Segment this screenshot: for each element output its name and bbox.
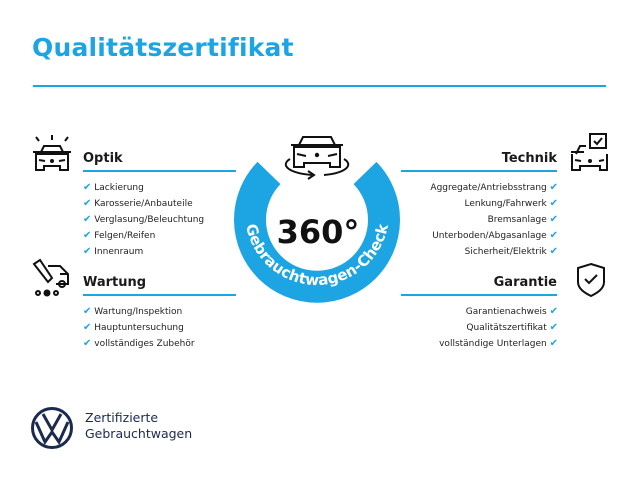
list-item: Garantienachweis ✔ [465, 306, 558, 317]
check-icon: ✔ [83, 322, 92, 333]
list-item: ✔ Hauptuntersuchung [83, 322, 184, 333]
list-item: ✔ Wartung/Inspektion [83, 306, 183, 317]
technik-list: Aggregate/Antriebsstrang ✔ Lenkung/Fahrw… [430, 180, 558, 260]
check-icon: ✔ [83, 246, 92, 257]
check-icon: ✔ [549, 182, 558, 193]
car-checkbox-icon [571, 133, 608, 171]
list-item: vollständige Unterlagen ✔ [439, 338, 558, 349]
list-item: ✔ Felgen/Reifen [83, 230, 156, 241]
optik-list: ✔ Lackierung ✔ Karosserie/Anbauteile ✔ V… [83, 180, 204, 260]
section-heading-wartung: Wartung [83, 275, 147, 290]
technik-divider [401, 170, 557, 172]
list-item: Unterboden/Abgasanlage ✔ [432, 230, 558, 241]
badge-ring [234, 161, 400, 303]
list-item: ✔ Karosserie/Anbauteile [83, 198, 193, 209]
page-title: Qualitätszertifikat [32, 33, 294, 62]
check-icon: ✔ [83, 338, 92, 349]
list-item: ✔ Lackierung [83, 182, 144, 193]
list-item: Sicherheit/Elektrik ✔ [464, 246, 558, 257]
list-item: Lenkung/Fahrwerk ✔ [464, 198, 558, 209]
list-item: Bremsanlage ✔ [487, 214, 558, 225]
service-van-icon [32, 258, 69, 297]
title-divider [33, 85, 606, 87]
badge-value: 360° [277, 213, 360, 251]
section-heading-technik: Technik [501, 151, 557, 166]
list-item: ✔ vollständiges Zubehör [83, 338, 195, 349]
footer-brand-text: Zertifizierte Gebrauchtwagen [85, 410, 193, 441]
check-icon: ✔ [83, 198, 92, 209]
check-icon: ✔ [549, 198, 558, 209]
check-icon: ✔ [549, 214, 558, 225]
wartung-divider [83, 294, 236, 296]
vw-logo [31, 407, 73, 449]
section-heading-optik: Optik [83, 151, 123, 166]
check-icon: ✔ [83, 182, 92, 193]
garantie-list: Garantienachweis ✔ Qualitätszertifikat ✔… [439, 304, 558, 352]
garantie-divider [401, 294, 557, 296]
check-icon: ✔ [83, 214, 92, 225]
section-heading-garantie: Garantie [493, 275, 557, 290]
shield-check-icon [577, 262, 605, 298]
list-item: Qualitätszertifikat ✔ [466, 322, 558, 333]
check-icon: ✔ [83, 306, 92, 317]
360-check-badge: 360° Gebrauchtwagen-Check [234, 136, 400, 303]
list-item: Aggregate/Antriebsstrang ✔ [430, 182, 558, 193]
check-icon: ✔ [83, 230, 92, 241]
list-item: ✔ Verglasung/Beleuchtung [83, 214, 205, 225]
check-icon: ✔ [549, 338, 558, 349]
car-lights-icon [33, 135, 71, 171]
check-icon: ✔ [549, 322, 558, 333]
check-icon: ✔ [549, 246, 558, 257]
optik-divider [83, 170, 236, 172]
check-icon: ✔ [549, 230, 558, 241]
list-item: ✔ Innenraum [83, 246, 144, 257]
wartung-list: ✔ Wartung/Inspektion ✔ Hauptuntersuchung… [83, 304, 195, 352]
car-rotate-icon [284, 136, 350, 180]
check-icon: ✔ [549, 306, 558, 317]
